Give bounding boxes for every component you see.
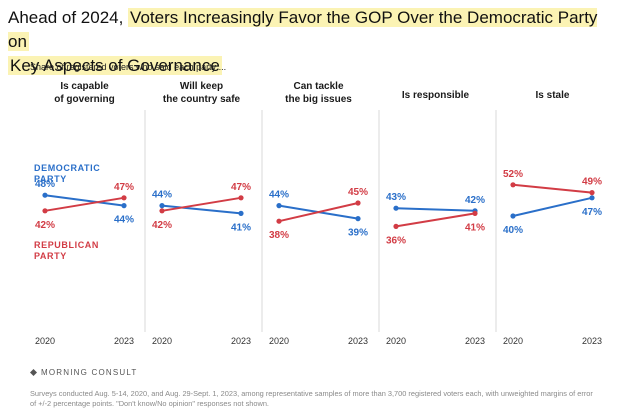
panel-1-label: of governing [54, 94, 115, 105]
panel-2-democratic-value-2020: 44% [152, 190, 172, 201]
panel-5-tick-2023: 2023 [582, 336, 602, 346]
panel-3-label: Can tackle [293, 81, 343, 92]
panel-2-democratic-value-2023: 41% [231, 222, 251, 233]
panel-4-republican-value-2020: 36% [386, 235, 406, 246]
panel-3-democratic-point-2020 [276, 203, 282, 209]
panel-1-republican-point-2020 [42, 208, 48, 214]
panel-2-label: the country safe [163, 94, 241, 105]
democratic-series-label: PARTY [34, 174, 67, 184]
republican-series-label: REPUBLICAN [34, 240, 99, 250]
panel-3-democratic-value-2020: 44% [269, 190, 289, 201]
panel-5-democratic-line [512, 196, 593, 217]
panel-2-republican-line [161, 196, 242, 212]
panel-1-democratic-point-2023 [121, 203, 127, 209]
panel-4-democratic-value-2023: 42% [465, 195, 485, 206]
panel-5-label: Is stale [536, 90, 570, 101]
panel-3-republican-point-2023 [355, 200, 361, 206]
panel-5-republican-point-2020 [510, 182, 516, 188]
panel-1-democratic-point-2020 [42, 192, 48, 198]
panel-4-democratic-line [395, 207, 476, 212]
democratic-series-label: DEMOCRATIC [34, 163, 100, 173]
title-prefix: Ahead of 2024, [8, 8, 129, 27]
panel-5-democratic-value-2023: 47% [582, 207, 602, 218]
footnote: Surveys conducted Aug. 5-14, 2020, and A… [30, 389, 593, 408]
panel-4-label: Is responsible [402, 90, 470, 101]
panel-3-tick-2023: 2023 [348, 336, 368, 346]
brand-name: MORNING CONSULT [41, 368, 138, 377]
panel-4-tick-2020: 2020 [386, 336, 406, 346]
panel-5-democratic-point-2023 [589, 195, 595, 201]
panel-3-tick-2020: 2020 [269, 336, 289, 346]
panel-1-tick-2020: 2020 [35, 336, 55, 346]
brand-logo: MORNING CONSULT [30, 368, 138, 377]
panel-1-democratic-value-2020: 48% [35, 179, 55, 190]
panel-1-republican-line [44, 196, 125, 212]
panel-5-democratic-value-2020: 40% [503, 225, 523, 236]
chart-title: Ahead of 2024, Voters Increasingly Favor… [8, 6, 608, 78]
panel-5-republican-point-2023 [589, 190, 595, 196]
panel-5-democratic-point-2020 [510, 213, 516, 219]
republican-series-label: PARTY [34, 251, 67, 261]
panel-2-tick-2020: 2020 [152, 336, 172, 346]
panel-4-republican-point-2023 [472, 210, 478, 216]
panel-1-tick-2023: 2023 [114, 336, 134, 346]
panel-2-republican-value-2020: 42% [152, 220, 172, 231]
panel-1-democratic-line [44, 194, 125, 207]
panel-1-democratic-value-2023: 44% [114, 215, 134, 226]
panel-3-republican-value-2023: 45% [348, 187, 368, 198]
panel-3-label: the big issues [285, 94, 352, 105]
panel-2-republican-point-2023 [238, 195, 244, 201]
panel-4-republican-point-2020 [393, 223, 399, 229]
panel-5-republican-value-2023: 49% [582, 177, 602, 188]
panel-4-democratic-point-2020 [393, 205, 399, 211]
panel-3-democratic-point-2023 [355, 216, 361, 222]
panel-3-democratic-value-2023: 39% [348, 228, 368, 239]
panel-1-republican-point-2023 [121, 195, 127, 201]
title-highlight-2: Key Aspects of Governance [8, 56, 222, 75]
panel-5-republican-value-2020: 52% [503, 169, 523, 180]
panel-2-label: Will keep [180, 81, 223, 92]
chart-subtitle: Share of registered voters who said each… [30, 62, 227, 72]
panel-2-democratic-point-2023 [238, 210, 244, 216]
panel-4-republican-line [395, 212, 476, 228]
panel-4-tick-2023: 2023 [465, 336, 485, 346]
panel-3-republican-value-2020: 38% [269, 230, 289, 241]
panel-3-republican-line [278, 202, 359, 223]
panel-2-republican-point-2020 [159, 208, 165, 214]
panel-3-republican-point-2020 [276, 218, 282, 224]
panel-2-democratic-line [161, 204, 242, 215]
panel-2-democratic-point-2020 [159, 203, 165, 209]
panel-2-republican-value-2023: 47% [231, 182, 251, 193]
panel-1-republican-value-2023: 47% [114, 182, 134, 193]
panel-1-label: Is capable [60, 81, 109, 92]
brand-mark-icon [30, 369, 37, 376]
panel-5-tick-2020: 2020 [503, 336, 523, 346]
panel-5-republican-line [512, 183, 593, 194]
panel-4-democratic-value-2020: 43% [386, 192, 406, 203]
panel-4-republican-value-2023: 41% [465, 222, 485, 233]
panel-1-republican-value-2020: 42% [35, 220, 55, 231]
panel-2-tick-2023: 2023 [231, 336, 251, 346]
